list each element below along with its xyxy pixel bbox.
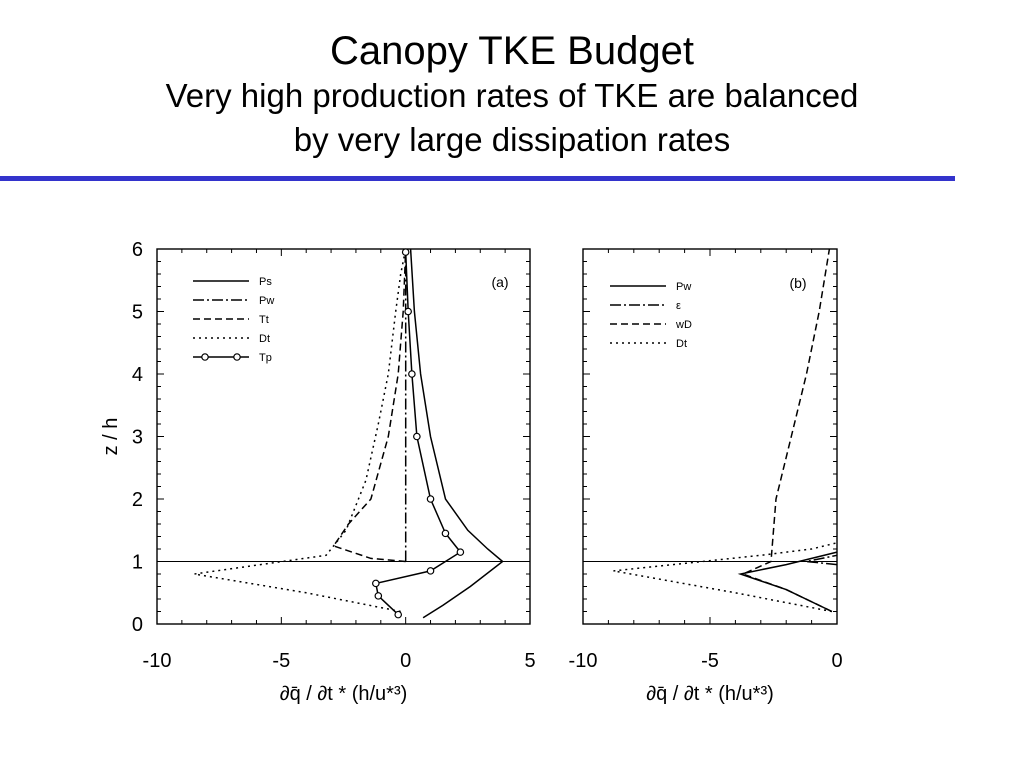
y-tick-label: 0 (132, 614, 143, 636)
series-line-dt (194, 248, 407, 613)
legend-label: Pw (259, 295, 274, 307)
series-marker (408, 370, 416, 378)
slide-subtitle-line2: by very large dissipation rates (293, 121, 731, 158)
series-marker (456, 548, 465, 556)
x-axis-label: ∂q̄ / ∂t * (h/u*³) (280, 683, 408, 705)
series-marker (401, 248, 410, 256)
y-tick-label: 3 (132, 427, 143, 449)
series-line- (806, 554, 838, 566)
x-tick-label: -5 (272, 650, 290, 672)
title-divider (0, 176, 955, 181)
x-tick-label: -5 (701, 650, 719, 672)
x-tick-label: 5 (524, 650, 535, 672)
series-line-ps (409, 248, 504, 619)
plot-frame (582, 248, 838, 625)
series-marker (374, 592, 383, 600)
legend-label: Tt (259, 314, 269, 326)
series-marker (394, 610, 403, 619)
y-tick-label: 6 (132, 239, 143, 261)
series-line-dt (613, 542, 838, 613)
series-line-tt (332, 248, 407, 563)
legend-label: wD (675, 319, 692, 331)
series-marker (426, 567, 435, 575)
title-block: Canopy TKE Budget Very high production r… (0, 28, 1024, 162)
legend-label: Dt (259, 333, 270, 345)
legend-label: Ps (259, 276, 272, 288)
x-tick-label: 0 (400, 650, 411, 672)
legend-label: Dt (676, 338, 687, 350)
slide-subtitle-line1: Very high production rates of TKE are ba… (165, 77, 859, 114)
series-marker (413, 432, 421, 441)
plot-frame (156, 248, 531, 625)
x-axis-label: ∂q̄ / ∂t * (h/u*³) (646, 683, 774, 705)
y-tick-label: 5 (132, 302, 143, 324)
panel-label: (a) (491, 274, 508, 290)
y-tick-label: 2 (132, 489, 143, 511)
y-axis-label: z / h (100, 418, 122, 456)
x-tick-label: 0 (831, 650, 842, 672)
legend-label: Pw (676, 281, 691, 293)
chart-panel-b: -10 -5 0 ∂q̄ / ∂t * (h/u*³) (b) Pw ε wD Dt (569, 248, 843, 705)
slide-title: Canopy TKE Budget (330, 29, 694, 73)
x-tick-label: -10 (569, 650, 598, 672)
series-marker (441, 529, 450, 538)
y-tick-label: 4 (132, 364, 143, 386)
legend-label: Tp (259, 352, 272, 364)
series-marker (404, 307, 412, 316)
series-marker (372, 579, 380, 588)
legend-label: ε (676, 300, 681, 312)
x-tick-label: -10 (143, 650, 172, 672)
chart-panel-a: -10 -5 0 5 0 1 2 3 4 5 6 z / h ∂q̄ / ∂t * (h/u*³) (a)… (100, 239, 536, 705)
panel-label: (b) (789, 275, 806, 291)
series-marker (426, 495, 435, 503)
y-tick-label: 1 (132, 552, 143, 574)
